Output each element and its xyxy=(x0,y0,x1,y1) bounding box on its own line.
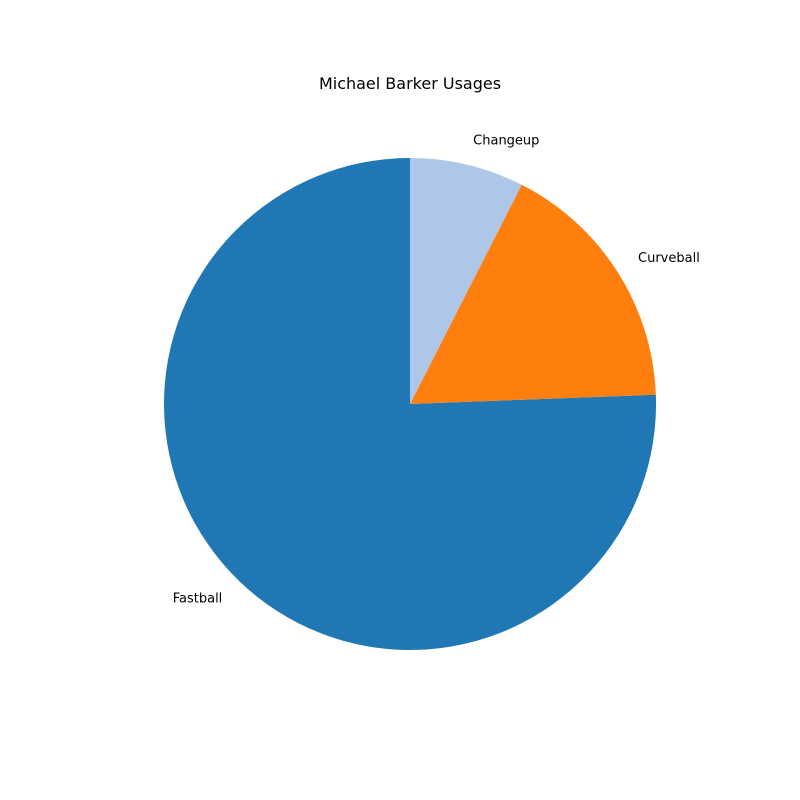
chart-title: Michael Barker Usages xyxy=(319,74,501,93)
pie-slice-curveball xyxy=(410,184,656,404)
pie-slice-fastball xyxy=(164,158,657,651)
pie-slice-changeup xyxy=(410,158,522,404)
pie-label-changeup: Changeup xyxy=(473,133,539,148)
pie-label-fastball: Fastball xyxy=(173,591,223,606)
pie-labels: Fastball Curveball Changeup xyxy=(173,133,700,606)
pie-slices xyxy=(164,158,657,651)
pie-label-curveball: Curveball xyxy=(638,251,700,266)
